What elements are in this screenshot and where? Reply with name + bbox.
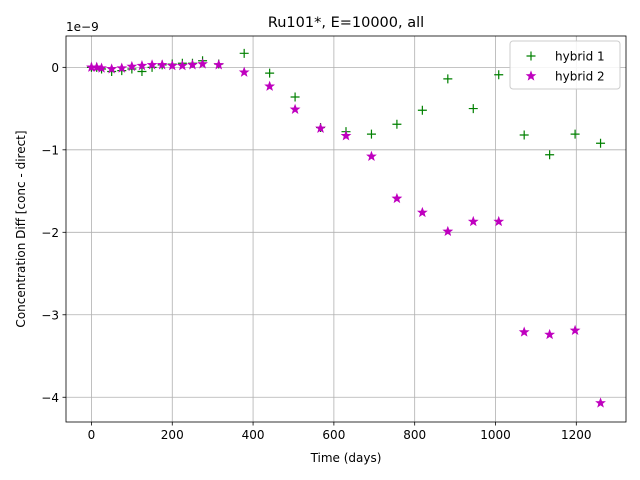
data-point-star [126, 60, 138, 72]
data-point-star [264, 80, 276, 91]
data-point-star [116, 62, 128, 73]
y-tick-label: −4 [41, 391, 59, 405]
data-point-plus [443, 74, 453, 84]
legend-label: hybrid 2 [555, 70, 605, 84]
data-point-star [442, 225, 454, 237]
data-point-plus [545, 150, 555, 160]
data-point-star [518, 326, 530, 337]
data-point-plus [392, 119, 402, 129]
x-tick-label: 1200 [561, 428, 592, 442]
y-tick-label: 0 [51, 61, 59, 75]
x-axis-ticks: 0 200 400 600 800 1000 1200 [88, 422, 592, 442]
data-point-star [366, 150, 377, 161]
chart-title: Ru101*, E=10000, all [268, 15, 424, 31]
y-axis-multiplier: 1e−9 [66, 20, 99, 34]
series-star [86, 58, 606, 408]
data-point-star [544, 328, 556, 340]
data-point-plus [265, 68, 275, 78]
y-tick-label: −1 [41, 143, 59, 157]
data-point-plus [137, 66, 147, 76]
data-point-plus [468, 104, 478, 114]
data-point-star [156, 59, 168, 70]
plot-frame [65, 35, 627, 423]
data-point-star [416, 206, 428, 218]
data-point-star [340, 130, 352, 141]
plot-area [66, 36, 626, 422]
data-point-star [315, 122, 326, 133]
data-point-star [493, 215, 505, 227]
y-axis-ticks: 0 −1 −2 −3 −4 [41, 61, 66, 405]
data-point-star [136, 60, 148, 71]
data-point-plus [596, 138, 606, 148]
x-tick-label: 200 [161, 428, 184, 442]
x-tick-label: 0 [88, 428, 96, 442]
x-tick-label: 800 [403, 428, 426, 442]
data-point-star [569, 324, 581, 336]
data-point-plus [239, 48, 249, 58]
y-axis-label: Concentration Diff [conc - direct] [14, 130, 28, 327]
data-point-star [289, 103, 301, 114]
data-point-star [106, 63, 118, 74]
data-points [86, 48, 606, 408]
data-point-plus [366, 129, 376, 139]
legend-marker-star [525, 70, 537, 81]
legend-marker-plus [526, 51, 536, 61]
data-point-star [176, 60, 188, 71]
data-point-star [467, 215, 479, 227]
y-tick-label: −2 [41, 226, 59, 240]
legend-box [509, 40, 621, 90]
data-point-plus [290, 92, 300, 102]
data-point-star [187, 59, 198, 70]
data-point-star [146, 59, 158, 70]
x-tick-label: 600 [322, 428, 345, 442]
legend-label: hybrid 1 [555, 50, 605, 64]
data-point-star [166, 60, 178, 71]
data-point-star [96, 62, 107, 73]
y-tick-label: −3 [41, 308, 59, 322]
data-point-star [213, 59, 225, 70]
data-point-star [197, 58, 208, 69]
x-tick-label: 1000 [480, 428, 511, 442]
grid-lines [66, 36, 626, 422]
data-point-plus [417, 105, 427, 115]
data-point-plus [494, 70, 504, 80]
data-point-star [238, 66, 250, 77]
data-point-star [595, 397, 606, 408]
x-axis-label: Time (days) [310, 451, 382, 465]
legend: hybrid 1 hybrid 2 [509, 40, 621, 90]
data-point-star [391, 192, 403, 204]
data-point-star [91, 61, 103, 72]
x-tick-label: 400 [242, 428, 265, 442]
data-point-plus [519, 130, 529, 140]
data-point-plus [570, 129, 580, 139]
